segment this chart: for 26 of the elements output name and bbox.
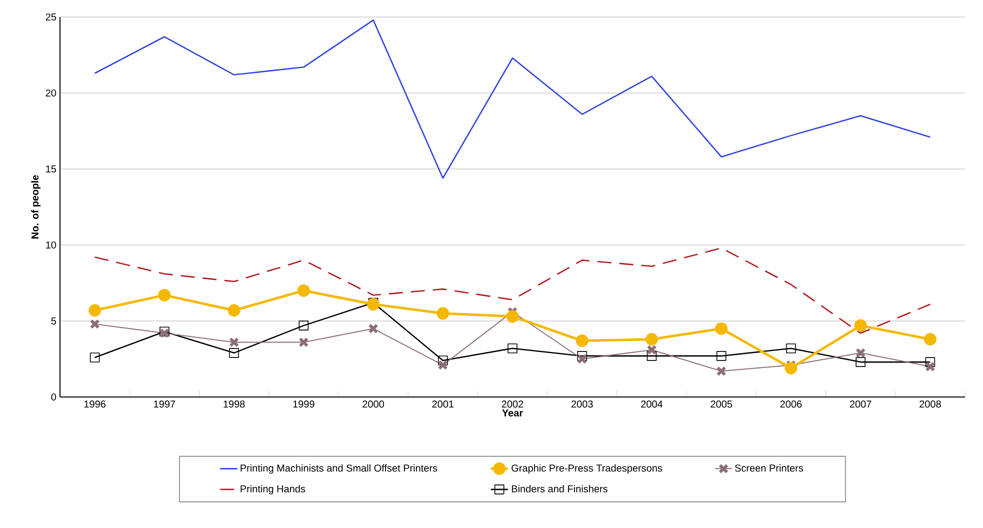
- y-tick-label: 5: [51, 318, 56, 324]
- y-axis-title: No. of people: [31, 175, 40, 238]
- legend-label: Graphic Pre-Press Tradespersons: [512, 464, 662, 474]
- y-tick-label: 20: [46, 89, 56, 97]
- x-axis-title: Year: [502, 409, 523, 416]
- x-tick-label: 1999: [293, 400, 314, 408]
- x-tick-label: 2004: [641, 400, 663, 408]
- x-tick-label: 1998: [224, 400, 245, 408]
- x-tick-label: 1997: [154, 400, 176, 408]
- y-tick-label: 10: [46, 241, 56, 249]
- x-tick-label: 2001: [432, 400, 454, 408]
- x-tick-label: 2005: [710, 400, 732, 408]
- legend-label: Screen Printers: [735, 464, 804, 472]
- y-tick-label: 15: [46, 166, 56, 172]
- x-tick-label: 2008: [920, 400, 941, 408]
- x-tick-label: 2006: [780, 400, 802, 408]
- legend-label: Printing Machinists and Small Offset Printers: [240, 464, 438, 474]
- x-tick-label: 1996: [84, 400, 106, 408]
- y-tick-label: 25: [46, 13, 56, 21]
- x-tick-label: 2003: [572, 400, 593, 408]
- x-tick-label: 2002: [502, 400, 524, 408]
- x-tick-label: 2007: [850, 400, 872, 408]
- x-tick-label: 2000: [362, 400, 384, 408]
- legend-label: Printing Hands: [240, 485, 306, 494]
- legend-label: Binders and Finishers: [512, 485, 608, 492]
- y-tick-label: 0: [51, 393, 56, 401]
